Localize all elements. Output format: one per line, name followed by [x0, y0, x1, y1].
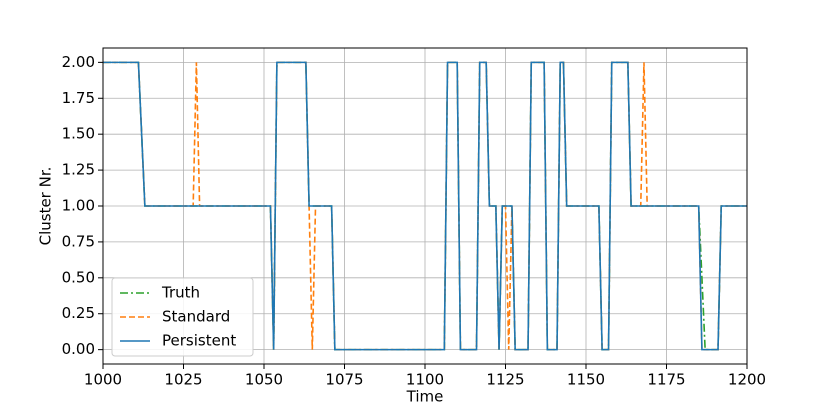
- legend-label: Standard: [162, 308, 230, 326]
- y-axis-label: Cluster Nr.: [37, 167, 55, 246]
- x-tick-label: 1200: [728, 371, 766, 389]
- y-tick-label: 0.50: [62, 268, 95, 286]
- x-tick-label: 1175: [647, 371, 685, 389]
- y-tick-label: 1.75: [62, 89, 95, 107]
- y-tick-label: 1.25: [62, 161, 95, 179]
- x-tick-label: 1000: [84, 371, 122, 389]
- y-tick-label: 1.50: [62, 125, 95, 143]
- y-tick-label: 0.00: [62, 340, 95, 358]
- x-tick-label: 1125: [486, 371, 524, 389]
- y-tick-label: 1.00: [62, 197, 95, 215]
- x-tick-label: 1150: [567, 371, 605, 389]
- legend-box: [111, 277, 254, 357]
- x-tick-label: 1025: [164, 371, 202, 389]
- x-tick-label: 1075: [325, 371, 363, 389]
- legend: Truth Standard Persistent: [111, 277, 254, 357]
- x-tick-label: 1100: [406, 371, 444, 389]
- plot-frame: [102, 47, 748, 365]
- y-tick-label: 0.25: [62, 304, 95, 322]
- y-tick-label: 2.00: [62, 53, 95, 71]
- series-line: [103, 61, 747, 351]
- x-axis-label: Time: [406, 388, 444, 406]
- x-tick-label: 1050: [245, 371, 283, 389]
- y-tick-label: 0.75: [62, 232, 95, 250]
- legend-label: Truth: [161, 284, 200, 302]
- legend-label: Persistent: [162, 332, 236, 350]
